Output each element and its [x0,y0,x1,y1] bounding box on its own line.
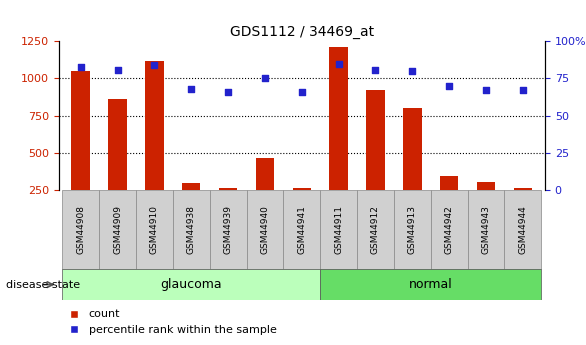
FancyBboxPatch shape [173,190,210,269]
Point [481,88,490,93]
Point [223,89,233,95]
FancyBboxPatch shape [468,190,505,269]
Text: GSM44910: GSM44910 [150,205,159,254]
FancyBboxPatch shape [62,190,99,269]
Text: GSM44909: GSM44909 [113,205,122,254]
Text: normal: normal [409,278,452,291]
Bar [514,188,532,190]
Text: GSM44938: GSM44938 [187,205,196,254]
FancyBboxPatch shape [505,190,541,269]
Title: GDS1112 / 34469_at: GDS1112 / 34469_at [230,25,374,39]
Bar [329,47,348,190]
Text: GSM44912: GSM44912 [371,205,380,254]
Point [149,62,159,68]
Bar [71,71,90,190]
FancyBboxPatch shape [62,269,320,300]
Bar [219,188,237,190]
Bar [145,61,163,190]
Legend: count, percentile rank within the sample: count, percentile rank within the sample [64,305,281,339]
Text: GSM44942: GSM44942 [445,205,454,254]
Point [260,76,270,81]
Point [76,64,86,69]
Bar [292,188,311,190]
Point [113,67,122,72]
Text: disease state: disease state [6,280,80,289]
Text: GSM44939: GSM44939 [224,205,233,254]
Bar [403,108,421,190]
Bar [108,99,127,190]
Point [445,83,454,89]
Point [518,88,527,93]
FancyBboxPatch shape [320,269,541,300]
Point [371,67,380,72]
FancyBboxPatch shape [320,190,357,269]
Text: GSM44913: GSM44913 [408,205,417,254]
FancyBboxPatch shape [247,190,284,269]
FancyBboxPatch shape [357,190,394,269]
Bar [255,158,274,190]
FancyBboxPatch shape [431,190,468,269]
Bar [477,182,495,190]
Text: GSM44944: GSM44944 [519,205,527,254]
Point [297,89,306,95]
Bar [366,90,384,190]
Text: GSM44941: GSM44941 [297,205,306,254]
Bar [440,176,458,190]
Bar [182,183,200,190]
Point [334,61,343,66]
Point [186,86,196,92]
FancyBboxPatch shape [394,190,431,269]
Text: GSM44908: GSM44908 [76,205,85,254]
Text: glaucoma: glaucoma [161,278,222,291]
FancyBboxPatch shape [99,190,136,269]
Text: GSM44911: GSM44911 [334,205,343,254]
FancyBboxPatch shape [210,190,247,269]
Text: GSM44940: GSM44940 [260,205,270,254]
FancyBboxPatch shape [136,190,173,269]
Point [408,68,417,74]
FancyBboxPatch shape [284,190,320,269]
Text: GSM44943: GSM44943 [482,205,490,254]
